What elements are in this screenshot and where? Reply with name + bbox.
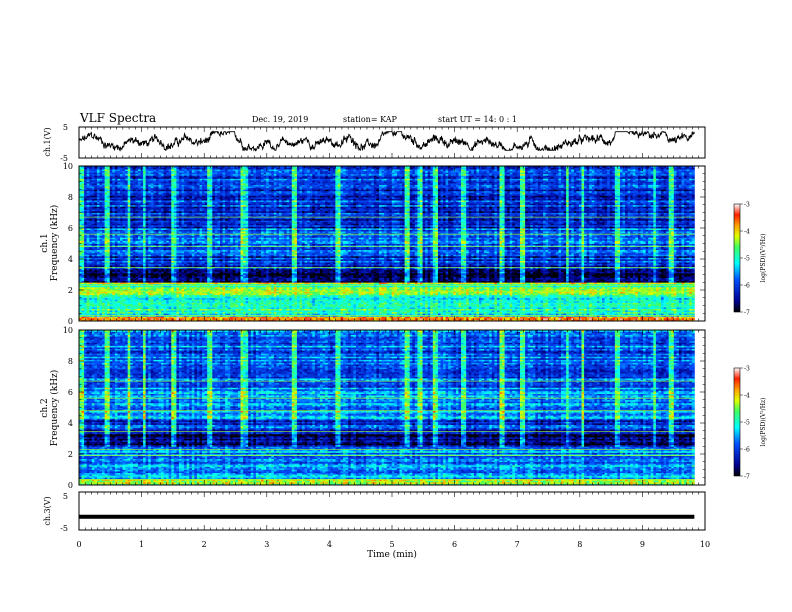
start-time-label: start UT = 14: 0 : 1 (438, 115, 517, 124)
station-label: station= KAP (343, 115, 398, 124)
ch1-waveform-panel: 5 -5 ch.1(V) (43, 123, 705, 163)
date-label: Dec. 19, 2019 (252, 115, 308, 124)
ch1-ylabel: ch.1(V) (43, 127, 52, 156)
figure-title: VLF Spectra (79, 111, 156, 125)
ch1-ytick-top: 5 (63, 123, 68, 132)
vlf-spectra-figure: VLF Spectra Dec. 19, 2019 station= KAP s… (0, 0, 792, 612)
ch1-spectrogram-heatmap (79, 166, 695, 321)
